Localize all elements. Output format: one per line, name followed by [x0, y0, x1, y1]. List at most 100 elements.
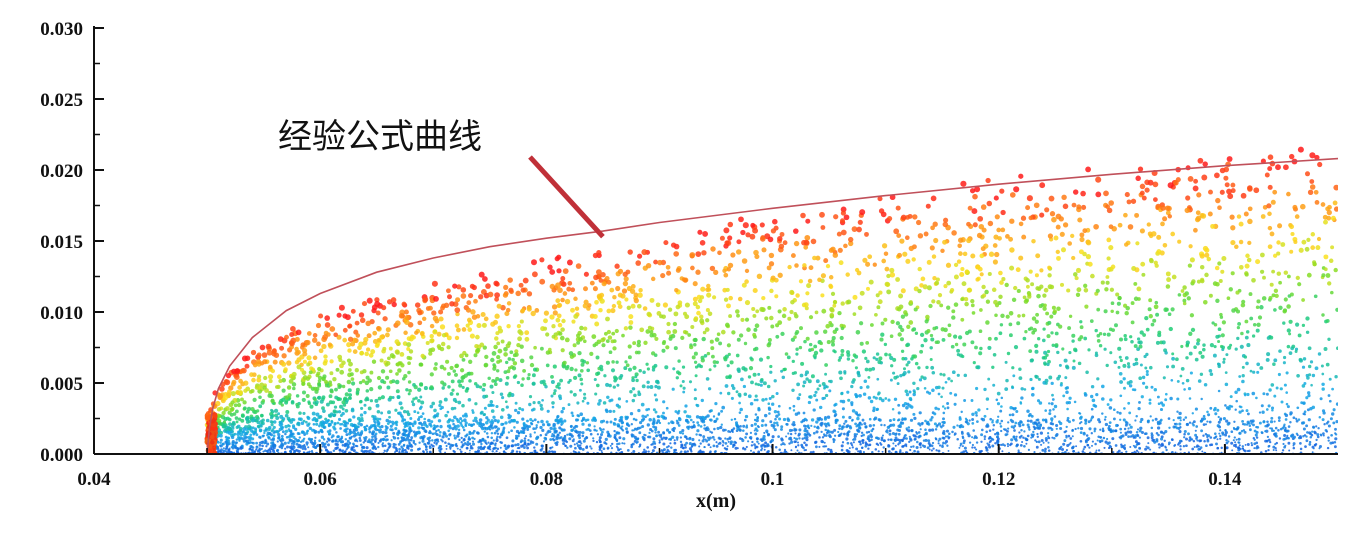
- particle-point: [823, 258, 829, 264]
- particle-point: [1224, 182, 1230, 188]
- particle-point: [1216, 438, 1219, 441]
- particle-point: [878, 356, 883, 361]
- particle-point: [930, 337, 935, 342]
- particle-point: [459, 353, 464, 359]
- particle-point: [305, 339, 311, 346]
- particle-point: [996, 402, 1001, 406]
- particle-point: [1258, 411, 1262, 414]
- particle-point: [832, 299, 838, 305]
- particle-point: [807, 379, 812, 384]
- particle-point: [352, 415, 356, 419]
- particle-point: [681, 428, 685, 433]
- particle-point: [693, 396, 698, 401]
- particle-point: [228, 385, 234, 391]
- particle-point: [251, 446, 255, 449]
- particle-point: [650, 276, 656, 282]
- particle-point: [1327, 337, 1331, 341]
- particle-point: [925, 314, 930, 320]
- particle-point: [982, 293, 987, 298]
- particle-point: [907, 213, 913, 219]
- particle-point: [803, 441, 806, 444]
- particle-point: [612, 422, 617, 426]
- particle-point: [406, 355, 411, 360]
- particle-point: [897, 418, 901, 422]
- particle-point: [358, 419, 362, 423]
- particle-point: [1094, 442, 1097, 446]
- particle-point: [475, 334, 480, 340]
- particle-point: [373, 420, 376, 423]
- particle-point: [1328, 377, 1332, 381]
- particle-point: [1047, 265, 1052, 270]
- particle-point: [331, 400, 336, 405]
- particle-point: [833, 403, 837, 407]
- particle-point: [558, 331, 563, 336]
- particle-point: [815, 426, 819, 429]
- particle-point: [779, 231, 785, 237]
- particle-point: [1134, 361, 1139, 366]
- particle-point: [1000, 429, 1003, 433]
- particle-point: [728, 295, 733, 301]
- particle-point: [1284, 418, 1288, 421]
- particle-point: [872, 262, 877, 267]
- particle-point: [1029, 419, 1033, 423]
- particle-point: [1188, 244, 1193, 249]
- particle-point: [754, 432, 758, 436]
- particle-point: [1292, 435, 1296, 439]
- particle-point: [224, 427, 228, 432]
- particle-point: [1150, 432, 1154, 435]
- particle-point: [1237, 441, 1240, 444]
- particle-point: [799, 326, 803, 331]
- particle-point: [1107, 441, 1111, 445]
- particle-point: [499, 415, 504, 420]
- particle-point: [1233, 427, 1236, 431]
- particle-point: [1044, 207, 1050, 213]
- particle-point: [329, 371, 334, 376]
- particle-point: [453, 415, 457, 420]
- particle-point: [1025, 442, 1028, 445]
- particle-point: [1047, 449, 1051, 452]
- particle-point: [991, 365, 995, 369]
- particle-point: [342, 420, 346, 424]
- particle-point: [1123, 337, 1128, 342]
- particle-point: [583, 286, 588, 292]
- particle-point: [286, 360, 292, 366]
- particle-point: [356, 444, 359, 448]
- particle-point: [698, 415, 702, 420]
- particle-point: [1241, 445, 1245, 448]
- particle-point: [1258, 421, 1262, 425]
- particle-point: [867, 447, 870, 450]
- particle-point: [1196, 279, 1201, 284]
- particle-point: [263, 429, 266, 433]
- particle-point: [402, 443, 406, 447]
- particle-point: [999, 425, 1003, 428]
- particle-point: [848, 415, 852, 420]
- particle-point: [1033, 451, 1036, 454]
- particle-point: [303, 444, 306, 447]
- particle-point: [259, 361, 265, 366]
- particle-point: [1310, 433, 1314, 437]
- particle-point: [227, 436, 231, 440]
- particle-point: [1128, 380, 1133, 384]
- particle-point: [723, 227, 730, 234]
- particle-point: [1085, 166, 1091, 173]
- particle-point: [279, 439, 283, 443]
- particle-point: [1038, 304, 1043, 309]
- particle-point: [803, 245, 809, 250]
- particle-point: [1091, 440, 1094, 443]
- particle-point: [346, 439, 350, 443]
- particle-point: [932, 221, 938, 227]
- particle-point: [1185, 356, 1189, 360]
- particle-point: [1248, 424, 1252, 428]
- particle-point: [744, 317, 750, 322]
- particle-point: [407, 447, 410, 450]
- particle-point: [1328, 399, 1332, 403]
- particle-point: [379, 358, 384, 363]
- particle-point: [823, 329, 828, 334]
- particle-point: [343, 444, 347, 448]
- particle-point: [913, 449, 916, 453]
- particle-point: [662, 400, 666, 404]
- particle-point: [767, 402, 771, 406]
- particle-point: [1031, 238, 1036, 244]
- particle-point: [753, 418, 757, 422]
- particle-point: [1149, 257, 1154, 262]
